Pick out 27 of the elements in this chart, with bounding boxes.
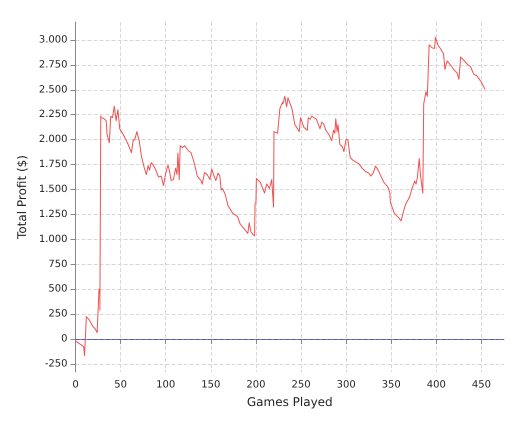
y-tick-label: 1.500 — [38, 184, 68, 196]
y-tick-label: 3.000 — [38, 34, 68, 46]
y-tick-label: 1.750 — [38, 159, 68, 170]
y-tick-label: -250 — [44, 358, 68, 370]
x-tick-label: 300 — [336, 380, 356, 390]
x-tick-label: 350 — [382, 380, 401, 390]
x-tick-label: 200 — [246, 380, 266, 390]
x-tick-label: 0 — [72, 380, 79, 390]
y-tick-label: 250 — [48, 308, 68, 320]
x-tick-label: 50 — [114, 380, 127, 390]
x-tick-label: 100 — [156, 380, 176, 390]
x-tick-label: 400 — [426, 380, 446, 390]
y-tick-label: 2.250 — [38, 109, 68, 120]
x-tick-label: 150 — [201, 380, 220, 390]
y-axis-title: Total Profit ($) — [15, 155, 29, 240]
y-tick-label: 0 — [61, 334, 68, 345]
x-axis-title: Games Played — [246, 395, 333, 409]
line-series — [75, 36, 486, 356]
x-tick-label: 450 — [472, 380, 491, 390]
y-tick-label: 750 — [48, 258, 68, 270]
y-tick-label: 500 — [48, 284, 68, 295]
y-tick-label: 1.000 — [38, 234, 68, 245]
x-tick-label: 250 — [291, 380, 311, 390]
y-tick-label: 2.000 — [38, 134, 68, 146]
y-tick-label: 2.750 — [38, 59, 68, 70]
y-tick-label: 2.500 — [38, 84, 68, 96]
y-tick-label: 1.250 — [38, 208, 68, 220]
